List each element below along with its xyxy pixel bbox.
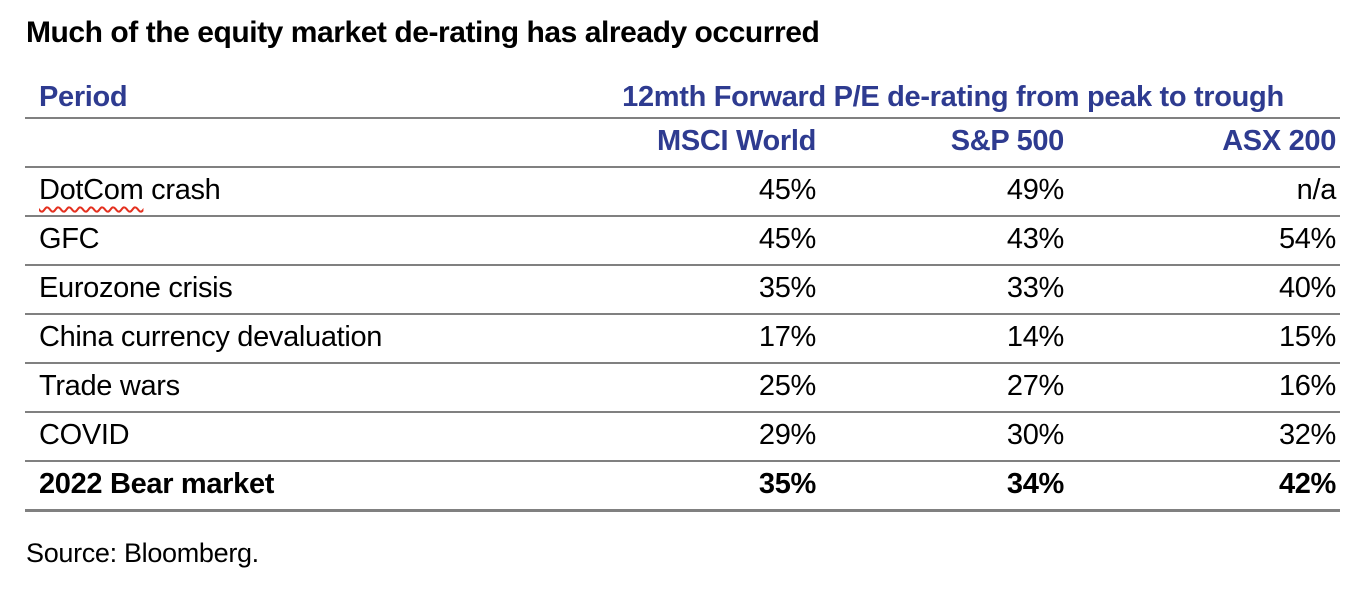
value-cell-msci: 17% xyxy=(570,313,816,364)
value-cell-msci: 45% xyxy=(570,215,816,266)
table-header-group-row: Period 12mth Forward P/E de-rating from … xyxy=(25,78,1341,119)
value-cell-asx200: 32% xyxy=(1064,411,1341,462)
value-cell-sp500: 30% xyxy=(816,411,1064,462)
value-cell-asx200: n/a xyxy=(1064,166,1341,217)
table-row-gfc: GFC 45% 43% 54% xyxy=(25,215,1341,266)
value-cell-asx200: 16% xyxy=(1064,362,1341,413)
value-cell-msci: 29% xyxy=(570,411,816,462)
group-header-pe-derating: 12mth Forward P/E de-rating from peak to… xyxy=(570,78,1341,119)
period-label-rest: crash xyxy=(143,174,221,207)
source-note: Source: Bloomberg. xyxy=(26,537,259,568)
period-cell: DotCom crash xyxy=(25,166,570,217)
value-cell-sp500: 43% xyxy=(816,215,1064,266)
value-cell-sp500: 33% xyxy=(816,264,1064,315)
column-header-sp500: S&P 500 xyxy=(816,117,1064,168)
period-cell: 2022 Bear market xyxy=(25,460,570,512)
column-header-spacer xyxy=(25,117,570,168)
column-header-period: Period xyxy=(25,78,570,119)
period-cell: China currency devaluation xyxy=(25,313,570,364)
table-header-columns-row: MSCI World S&P 500 ASX 200 xyxy=(25,117,1341,168)
column-header-asx200: ASX 200 xyxy=(1064,117,1341,168)
value-cell-sp500: 27% xyxy=(816,362,1064,413)
period-cell: GFC xyxy=(25,215,570,266)
value-cell-asx200: 15% xyxy=(1064,313,1341,364)
value-cell-sp500: 34% xyxy=(816,460,1064,512)
value-cell-asx200: 54% xyxy=(1064,215,1341,266)
table-row-china-currency-devaluation: China currency devaluation 17% 14% 15% xyxy=(25,313,1341,364)
table-row-2022-bear-market: 2022 Bear market 35% 34% 42% xyxy=(25,460,1341,512)
period-cell: Eurozone crisis xyxy=(25,264,570,315)
table-row-trade-wars: Trade wars 25% 27% 16% xyxy=(25,362,1341,413)
value-cell-asx200: 40% xyxy=(1064,264,1341,315)
value-cell-sp500: 49% xyxy=(816,166,1064,217)
value-cell-asx200: 42% xyxy=(1064,460,1341,512)
period-cell: Trade wars xyxy=(25,362,570,413)
column-header-msci-world: MSCI World xyxy=(570,117,816,168)
value-cell-sp500: 14% xyxy=(816,313,1064,364)
value-cell-msci: 45% xyxy=(570,166,816,217)
period-cell: COVID xyxy=(25,411,570,462)
value-cell-msci: 35% xyxy=(570,460,816,512)
value-cell-msci: 25% xyxy=(570,362,816,413)
table-row-eurozone-crisis: Eurozone crisis 35% 33% 40% xyxy=(25,264,1341,315)
spellcheck-underlined-word: DotCom xyxy=(39,174,144,207)
table-row-dotcom-crash: DotCom crash 45% 49% n/a xyxy=(25,166,1341,217)
table-row-covid: COVID 29% 30% 32% xyxy=(25,411,1341,462)
derating-table: Period 12mth Forward P/E de-rating from … xyxy=(25,78,1341,512)
page-title: Much of the equity market de-rating has … xyxy=(26,16,820,49)
value-cell-msci: 35% xyxy=(570,264,816,315)
